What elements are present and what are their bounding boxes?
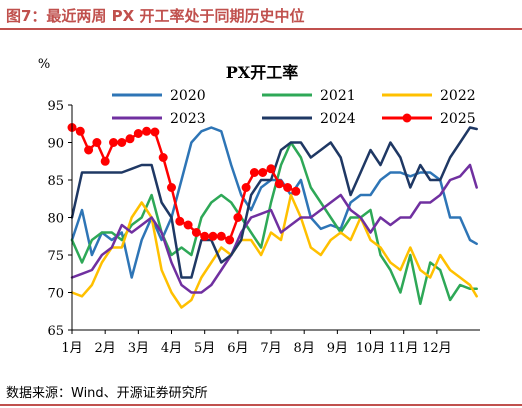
- series-point-2025: [100, 156, 110, 166]
- series-point-2025: [266, 164, 276, 174]
- series-point-2025: [75, 126, 85, 136]
- figure-title: 图7：最近两周 PX 开工率处于同期历史中位: [6, 7, 305, 25]
- y-tick-label: 75: [47, 249, 64, 264]
- series-point-2025: [258, 168, 268, 177]
- series-line-2022: [70, 193, 478, 309]
- y-tick-label: 90: [47, 137, 64, 152]
- series-point-2025: [274, 179, 284, 189]
- series-point-2025: [175, 216, 185, 226]
- y-axis-unit-label: %: [38, 57, 50, 72]
- series-point-2025: [225, 235, 235, 245]
- series-point-2025: [133, 129, 143, 138]
- x-tick-label: 2月: [95, 341, 116, 356]
- y-tick-label: 85: [47, 174, 64, 189]
- legend-label-2023: 2023: [170, 111, 206, 127]
- series-line-2020: [70, 126, 478, 279]
- x-tick-label: 4月: [161, 341, 182, 356]
- x-tick-label: 11月: [389, 341, 419, 356]
- y-tick-label: 65: [47, 324, 64, 339]
- series-point-2025: [249, 168, 259, 177]
- series-point-2025: [150, 127, 160, 137]
- figure-header: 图7：最近两周 PX 开工率处于同期历史中位: [0, 0, 522, 30]
- series-point-2025: [191, 228, 201, 237]
- legend-label-2025: 2025: [440, 111, 476, 127]
- footer-divider: [0, 404, 522, 406]
- chart: PX开工率 % 2020 2021 2022 2023 2024 2025 65 70 75 8…: [38, 57, 480, 356]
- chart-title: PX开工率: [226, 63, 298, 82]
- series-point-2025: [117, 138, 127, 147]
- x-tick-label: 5月: [194, 341, 215, 356]
- series-point-2025: [142, 126, 152, 136]
- y-tick-label: 70: [47, 287, 64, 302]
- legend-marker-2025: [402, 113, 412, 123]
- series-point-2025: [92, 138, 102, 147]
- axes: 65 70 75 80 85 90 95 1月 2月 3月 4月 5月 6月 7月 8月 9月 10月 11月 12…: [47, 99, 480, 356]
- series-line-2025: [70, 126, 298, 242]
- series-point-2025: [84, 145, 94, 155]
- x-tick-label: 3月: [128, 341, 149, 356]
- series-point-2025: [158, 153, 168, 162]
- series-point-2025: [109, 138, 118, 147]
- legend-label-2020: 2020: [170, 88, 206, 104]
- legend: 2020 2021 2022 2023 2024 2025: [112, 88, 476, 127]
- series-line-2024: [70, 126, 478, 279]
- legend-label-2021: 2021: [320, 88, 356, 104]
- series-point-2025: [200, 231, 210, 241]
- x-tick-label: 10月: [356, 341, 386, 356]
- series-point-2025: [125, 134, 135, 144]
- series-point-2025: [283, 183, 293, 192]
- x-tick-label: 8月: [294, 341, 315, 356]
- legend-label-2024: 2024: [320, 111, 356, 127]
- plot-area: [67, 123, 478, 309]
- x-tick-label: 9月: [327, 341, 348, 356]
- figure-source: 数据来源：Wind、开源证券研究所: [6, 386, 208, 401]
- series-point-2025: [216, 231, 226, 241]
- series-line-2023: [70, 163, 478, 294]
- series-point-2025: [291, 186, 301, 196]
- series-point-2025: [167, 183, 176, 192]
- series-point-2025: [183, 220, 193, 230]
- series-point-2025: [208, 231, 218, 241]
- x-tick-label: 1月: [61, 341, 82, 356]
- x-tick-label: 7月: [260, 341, 281, 356]
- legend-label-2022: 2022: [440, 88, 476, 104]
- y-tick-label: 95: [47, 99, 64, 114]
- x-tick-label: 12月: [422, 341, 452, 356]
- x-tick-label: 6月: [227, 341, 248, 356]
- y-tick-label: 80: [47, 212, 64, 227]
- series-point-2025: [233, 213, 243, 222]
- series-point-2025: [241, 183, 251, 192]
